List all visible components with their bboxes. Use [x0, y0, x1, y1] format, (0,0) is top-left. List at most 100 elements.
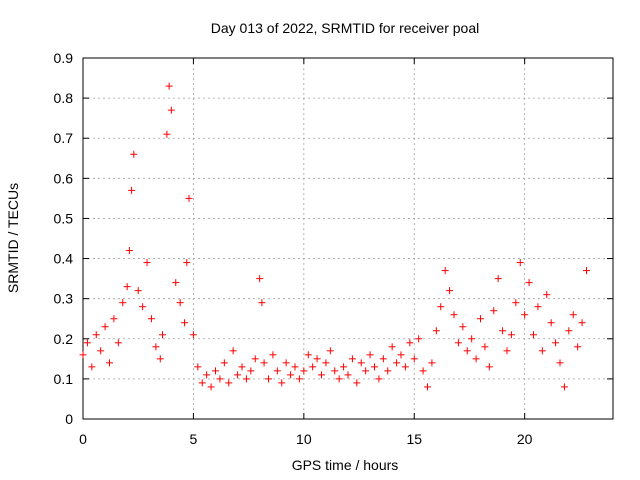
x-tick-label: 10: [296, 431, 312, 447]
data-point: [114, 339, 122, 347]
data-point: [79, 351, 87, 359]
data-point: [143, 259, 151, 267]
data-point: [388, 343, 396, 351]
data-point: [216, 375, 224, 383]
plot-frame: [82, 57, 614, 420]
ticks: 0 0.1 0.2 0.3 0.4 0.5 0.6 0.7 0.8 0.9 0 5 10 15 20: [54, 50, 613, 447]
data-point: [207, 383, 215, 391]
data-point: [313, 355, 321, 363]
data-point: [574, 343, 582, 351]
data-point: [83, 339, 91, 347]
data-point: [198, 379, 206, 387]
data-point: [371, 363, 378, 371]
data-point: [547, 319, 555, 327]
data-point: [556, 359, 564, 367]
data-point: [401, 363, 409, 371]
data-point: [335, 375, 343, 383]
grid: [83, 58, 613, 419]
data-point: [410, 355, 418, 363]
data-point: [291, 363, 299, 371]
data-point: [295, 375, 303, 383]
data-point: [326, 347, 334, 355]
data-point: [583, 267, 590, 275]
data-point: [494, 275, 502, 283]
data-point: [128, 186, 136, 194]
data-point: [97, 347, 105, 355]
data-point: [203, 371, 211, 379]
data-point: [366, 351, 374, 359]
chart-title: Day 013 of 2022, SRMTID for receiver poa…: [211, 20, 479, 36]
data-point: [183, 259, 191, 267]
data-point: [309, 363, 317, 371]
data-point: [189, 331, 197, 339]
data-point: [234, 371, 242, 379]
data-point: [578, 319, 586, 327]
data-point: [304, 351, 312, 359]
data-point: [503, 347, 511, 355]
data-point: [287, 371, 295, 379]
data-point: [269, 351, 277, 359]
data-point: [101, 323, 109, 331]
data-point: [379, 355, 387, 363]
data-point: [450, 311, 458, 319]
data-point: [454, 339, 462, 347]
x-tick-label: 15: [406, 431, 422, 447]
data-point: [565, 327, 573, 335]
data-point: [167, 106, 175, 114]
y-tick-label: 0.4: [54, 251, 74, 267]
data-point: [92, 331, 100, 339]
data-point: [485, 363, 493, 371]
data-point: [424, 383, 431, 391]
data-point: [165, 82, 173, 90]
data-point: [256, 275, 264, 283]
y-tick-label: 0.2: [54, 331, 74, 347]
data-point: [300, 367, 308, 375]
data-point: [123, 283, 131, 291]
y-tick-label: 0.1: [54, 371, 74, 387]
data-point: [229, 347, 237, 355]
data-point: [322, 359, 330, 367]
y-axis-label: SRMTID / TECUs: [5, 183, 21, 293]
data-point: [147, 315, 155, 323]
data-point: [181, 319, 189, 327]
data-point: [459, 323, 467, 331]
data-point: [468, 335, 476, 343]
data-point: [159, 331, 166, 339]
data-point: [481, 343, 489, 351]
data-point: [260, 359, 268, 367]
data-point: [318, 371, 325, 379]
data-point: [251, 355, 259, 363]
data-point: [282, 359, 290, 367]
data-point: [106, 359, 113, 367]
x-tick-label: 20: [517, 431, 533, 447]
data-point: [432, 327, 440, 335]
x-tick-label: 5: [190, 431, 198, 447]
data-point: [220, 359, 228, 367]
y-tick-label: 0.9: [54, 50, 74, 66]
data-points: [79, 82, 590, 391]
data-point: [185, 194, 193, 202]
data-point: [472, 355, 480, 363]
data-point: [397, 351, 405, 359]
data-point: [139, 303, 147, 311]
data-point: [525, 279, 533, 287]
data-point: [265, 375, 272, 383]
y-tick-label: 0.5: [54, 210, 74, 226]
data-point: [521, 311, 529, 319]
data-point: [490, 307, 498, 315]
data-point: [212, 367, 219, 375]
data-point: [278, 379, 286, 387]
data-point: [258, 299, 266, 307]
x-tick-label: 0: [79, 431, 87, 447]
data-point: [247, 367, 255, 375]
data-point: [437, 303, 445, 311]
data-point: [499, 327, 507, 335]
data-point: [512, 299, 520, 307]
data-point: [156, 355, 164, 363]
data-point: [516, 259, 524, 267]
data-point: [273, 367, 281, 375]
data-point: [538, 347, 546, 355]
x-axis-label: GPS time / hours: [292, 457, 399, 473]
data-point: [331, 367, 339, 375]
